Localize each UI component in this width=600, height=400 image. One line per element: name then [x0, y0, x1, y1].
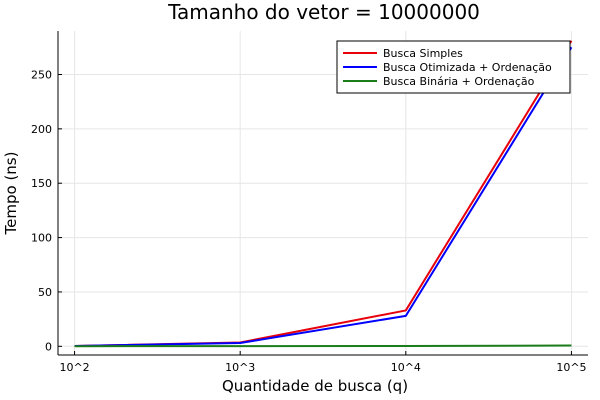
x-tick-label: 10^3: [225, 361, 255, 374]
legend-label: Busca Simples: [383, 47, 463, 60]
x-tick-label: 10^4: [391, 361, 421, 374]
y-tick-label: 50: [38, 286, 52, 299]
series-lines: [74, 40, 573, 348]
x-tick-label: 10^5: [556, 361, 586, 374]
x-tick-label: 10^2: [59, 361, 89, 374]
y-axis: 0 50 100 150 200 250: [31, 31, 62, 355]
chart-title: Tamanho do vetor = 10000000: [167, 0, 480, 24]
legend-label: Busca Otimizada + Ordenação: [383, 61, 552, 74]
legend-label: Busca Binária + Ordenação: [383, 75, 535, 88]
y-tick-label: 150: [31, 177, 52, 190]
y-axis-title: Tempo (ns): [2, 152, 20, 236]
x-axis: 10^2 10^3 10^4 10^5: [58, 351, 588, 374]
x-axis-title: Quantidade de busca (q): [222, 377, 408, 395]
series-line-3: [74, 344, 572, 348]
y-tick-label: 250: [31, 68, 52, 81]
y-tick-label: 200: [31, 123, 52, 136]
y-tick-label: 0: [45, 340, 52, 353]
grid: [58, 31, 588, 355]
y-tick-label: 100: [31, 232, 52, 245]
series-line-2: [74, 46, 573, 347]
